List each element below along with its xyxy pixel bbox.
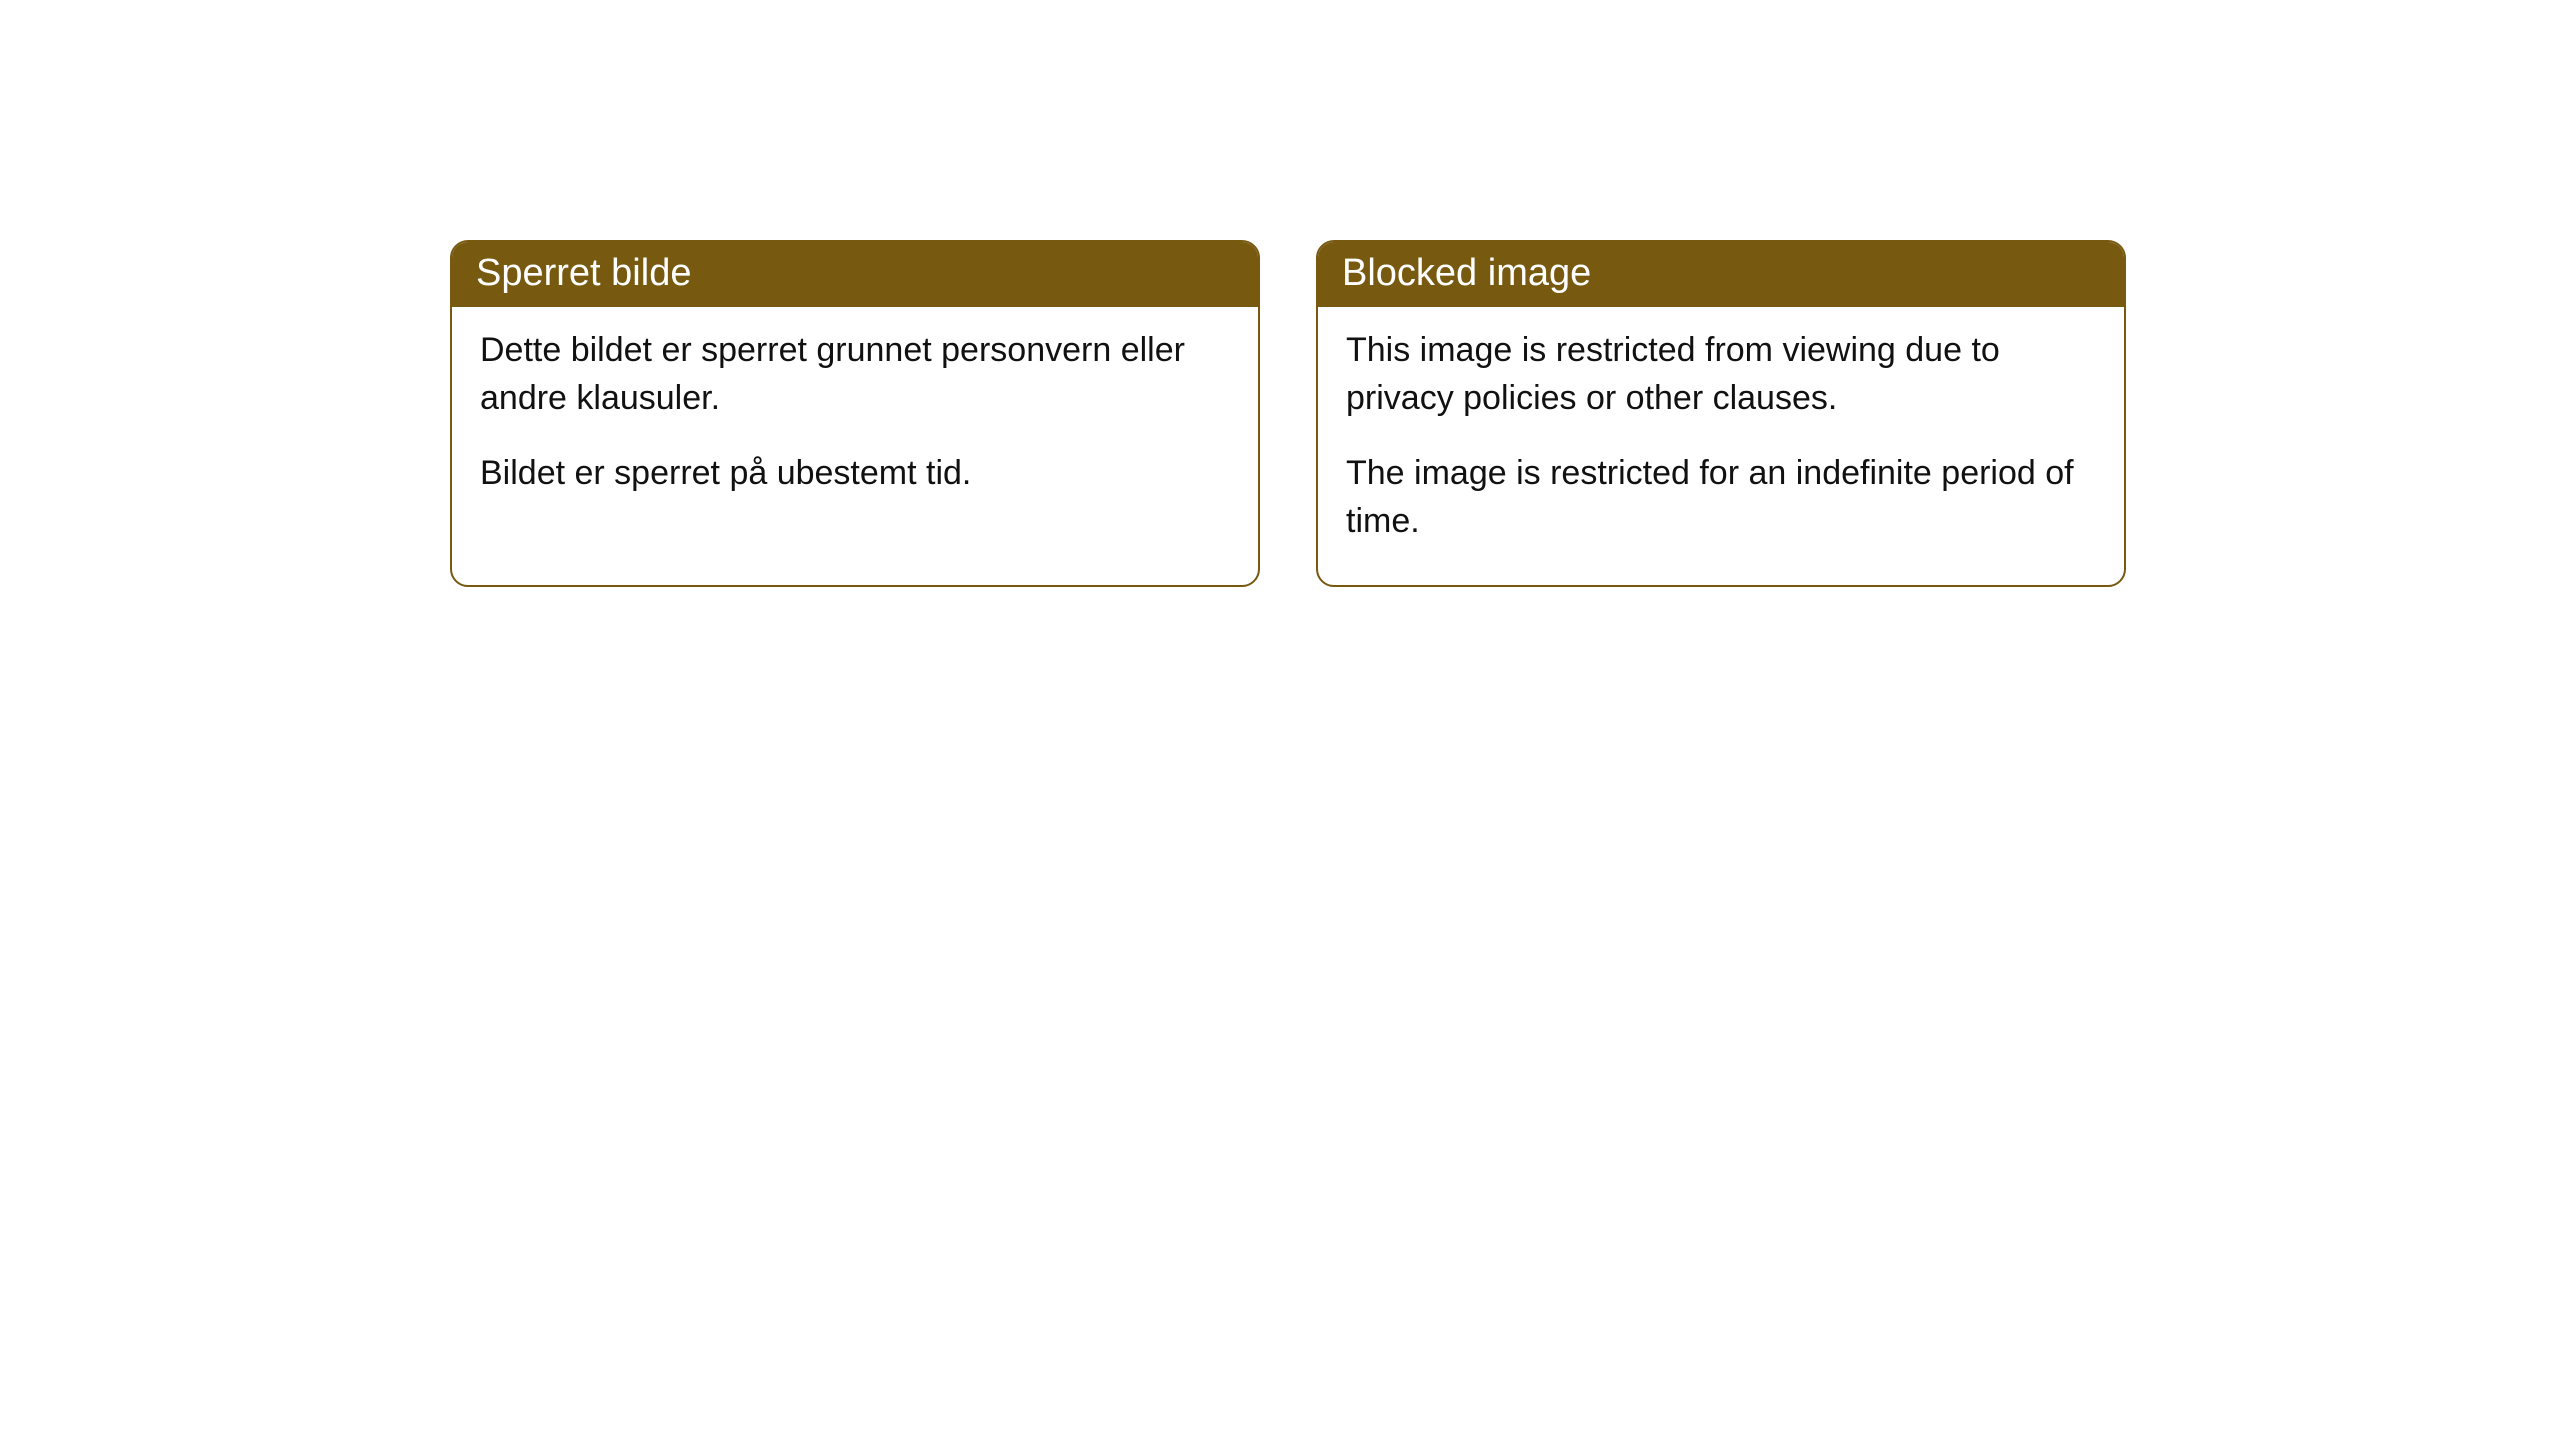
card-body: Dette bildet er sperret grunnet personve… — [452, 307, 1258, 538]
card-paragraph: Bildet er sperret på ubestemt tid. — [480, 450, 1230, 498]
card-header: Blocked image — [1318, 242, 2124, 307]
card-paragraph: This image is restricted from viewing du… — [1346, 327, 2096, 422]
card-header: Sperret bilde — [452, 242, 1258, 307]
card-paragraph: Dette bildet er sperret grunnet personve… — [480, 327, 1230, 422]
notice-cards-container: Sperret bilde Dette bildet er sperret gr… — [0, 0, 2560, 587]
card-body: This image is restricted from viewing du… — [1318, 307, 2124, 585]
blocked-image-card-no: Sperret bilde Dette bildet er sperret gr… — [450, 240, 1260, 587]
card-paragraph: The image is restricted for an indefinit… — [1346, 450, 2096, 545]
blocked-image-card-en: Blocked image This image is restricted f… — [1316, 240, 2126, 587]
